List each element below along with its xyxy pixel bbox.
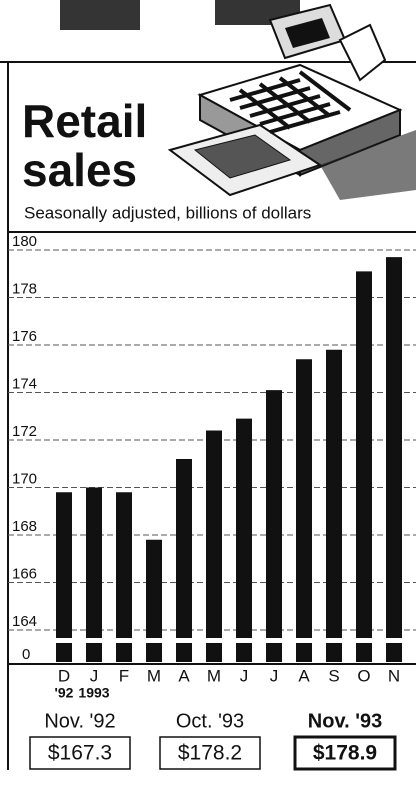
y-tick-label: 180 — [12, 233, 37, 250]
y-tick-label: 0 — [22, 646, 30, 663]
y-tick-label: 174 — [12, 375, 37, 392]
y-tick-label: 172 — [12, 423, 37, 440]
x-tick-label: M — [147, 666, 161, 685]
chart-title: Retail — [22, 95, 147, 147]
y-tick-label: 166 — [12, 565, 37, 582]
x-tick-label: F — [119, 666, 129, 685]
y-tick-label: 178 — [12, 280, 37, 297]
callout-box — [293, 735, 397, 771]
y-tick-label: 170 — [12, 470, 37, 487]
bar — [266, 390, 282, 662]
bar — [116, 492, 132, 662]
callout-label: Oct. '93 — [176, 710, 244, 732]
x-tick-label: J — [90, 666, 99, 685]
x-tick-label: J — [240, 666, 249, 685]
bar — [296, 359, 312, 662]
x-tick-label: S — [328, 666, 339, 685]
bar — [326, 349, 342, 662]
x-tick-label: A — [298, 666, 310, 685]
axis-break — [235, 638, 253, 643]
x-tick-label: J — [270, 666, 279, 685]
axis-break — [325, 638, 343, 643]
cash-register — [167, 3, 416, 200]
x-tick-sublabel: '92 — [55, 685, 74, 701]
axis-break — [145, 638, 163, 643]
cropped-headline — [60, 0, 300, 30]
y-tick-label: 176 — [12, 328, 37, 345]
bar — [176, 459, 192, 662]
y-tick-label: 168 — [12, 518, 37, 535]
x-tick-label: N — [388, 666, 400, 685]
bar — [236, 418, 252, 662]
y-tick-label: 164 — [12, 613, 37, 630]
x-tick-label: D — [58, 666, 70, 685]
axis-break — [115, 638, 133, 643]
x-tick-label: M — [207, 666, 221, 685]
axis-break — [355, 638, 373, 643]
bar — [386, 257, 402, 662]
axis-break — [85, 638, 103, 643]
chart-title: sales — [22, 144, 137, 196]
axis-break — [205, 638, 223, 643]
bar — [356, 271, 372, 662]
callout-box — [29, 736, 131, 770]
x-tick-label: O — [357, 666, 370, 685]
axis-break — [295, 638, 313, 643]
bar — [86, 487, 102, 662]
callout-box — [159, 736, 261, 770]
axis-break — [175, 638, 193, 643]
axis-break — [385, 638, 403, 643]
callout-value: $178.9 — [313, 742, 377, 765]
x-tick-label: A — [178, 666, 190, 685]
bar — [56, 492, 72, 662]
axis-break — [265, 638, 283, 643]
callout-value: $178.2 — [178, 742, 242, 765]
axis-break — [55, 638, 73, 643]
bar — [146, 539, 162, 662]
x-tick-sublabel: 1993 — [78, 685, 109, 701]
chart-subtitle: Seasonally adjusted, billions of dollars — [24, 203, 311, 222]
callout-label: Nov. '92 — [44, 710, 115, 732]
callout-label: Nov. '93 — [308, 710, 382, 732]
callout-value: $167.3 — [48, 742, 112, 765]
bar — [206, 430, 222, 662]
